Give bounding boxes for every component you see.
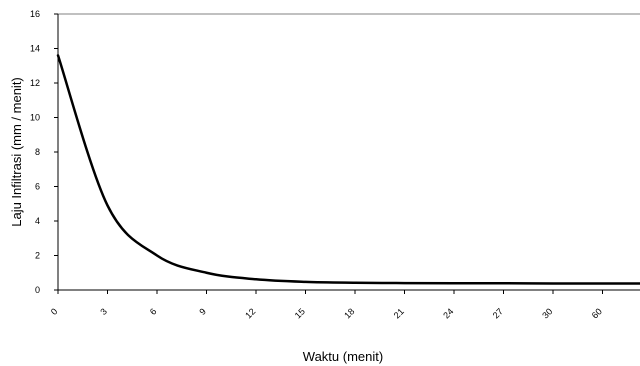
series-layer: [56, 54, 640, 285]
y-axis-title: Laju Infiltrasi (mm / menit): [9, 77, 24, 227]
y-tick-label: 16: [30, 9, 40, 19]
x-tick-label: 27: [491, 306, 505, 320]
x-axis-title: Waktu (menit): [303, 349, 383, 364]
y-tick-label: 14: [30, 44, 40, 54]
x-tick-label: 18: [342, 306, 356, 320]
y-axis-ticks: 0 2 4 6 8 10 12 14 16: [30, 9, 58, 295]
x-tick-label: 3: [98, 306, 109, 317]
series-line: [56, 54, 640, 285]
x-tick-label: 12: [243, 306, 257, 320]
x-tick-label: 60: [590, 306, 604, 320]
y-tick-label: 6: [35, 182, 40, 192]
y-tick-label: 0: [35, 285, 40, 295]
x-tick-label: 24: [441, 306, 455, 320]
y-tick-label: 8: [35, 147, 40, 157]
x-tick-label: 9: [197, 306, 208, 317]
x-axis-ticks: 0 3 6 9 12 15 18 21 24 27 30 60: [49, 290, 604, 320]
x-tick-label: 15: [293, 306, 307, 320]
x-tick-label: 30: [540, 306, 554, 320]
x-tick-label: 21: [392, 306, 406, 320]
x-tick-label: 0: [49, 306, 60, 317]
y-tick-label: 12: [30, 78, 40, 88]
y-tick-label: 10: [30, 113, 40, 123]
y-tick-label: 2: [35, 251, 40, 261]
x-tick-label: 6: [148, 306, 159, 317]
y-tick-label: 4: [35, 216, 40, 226]
